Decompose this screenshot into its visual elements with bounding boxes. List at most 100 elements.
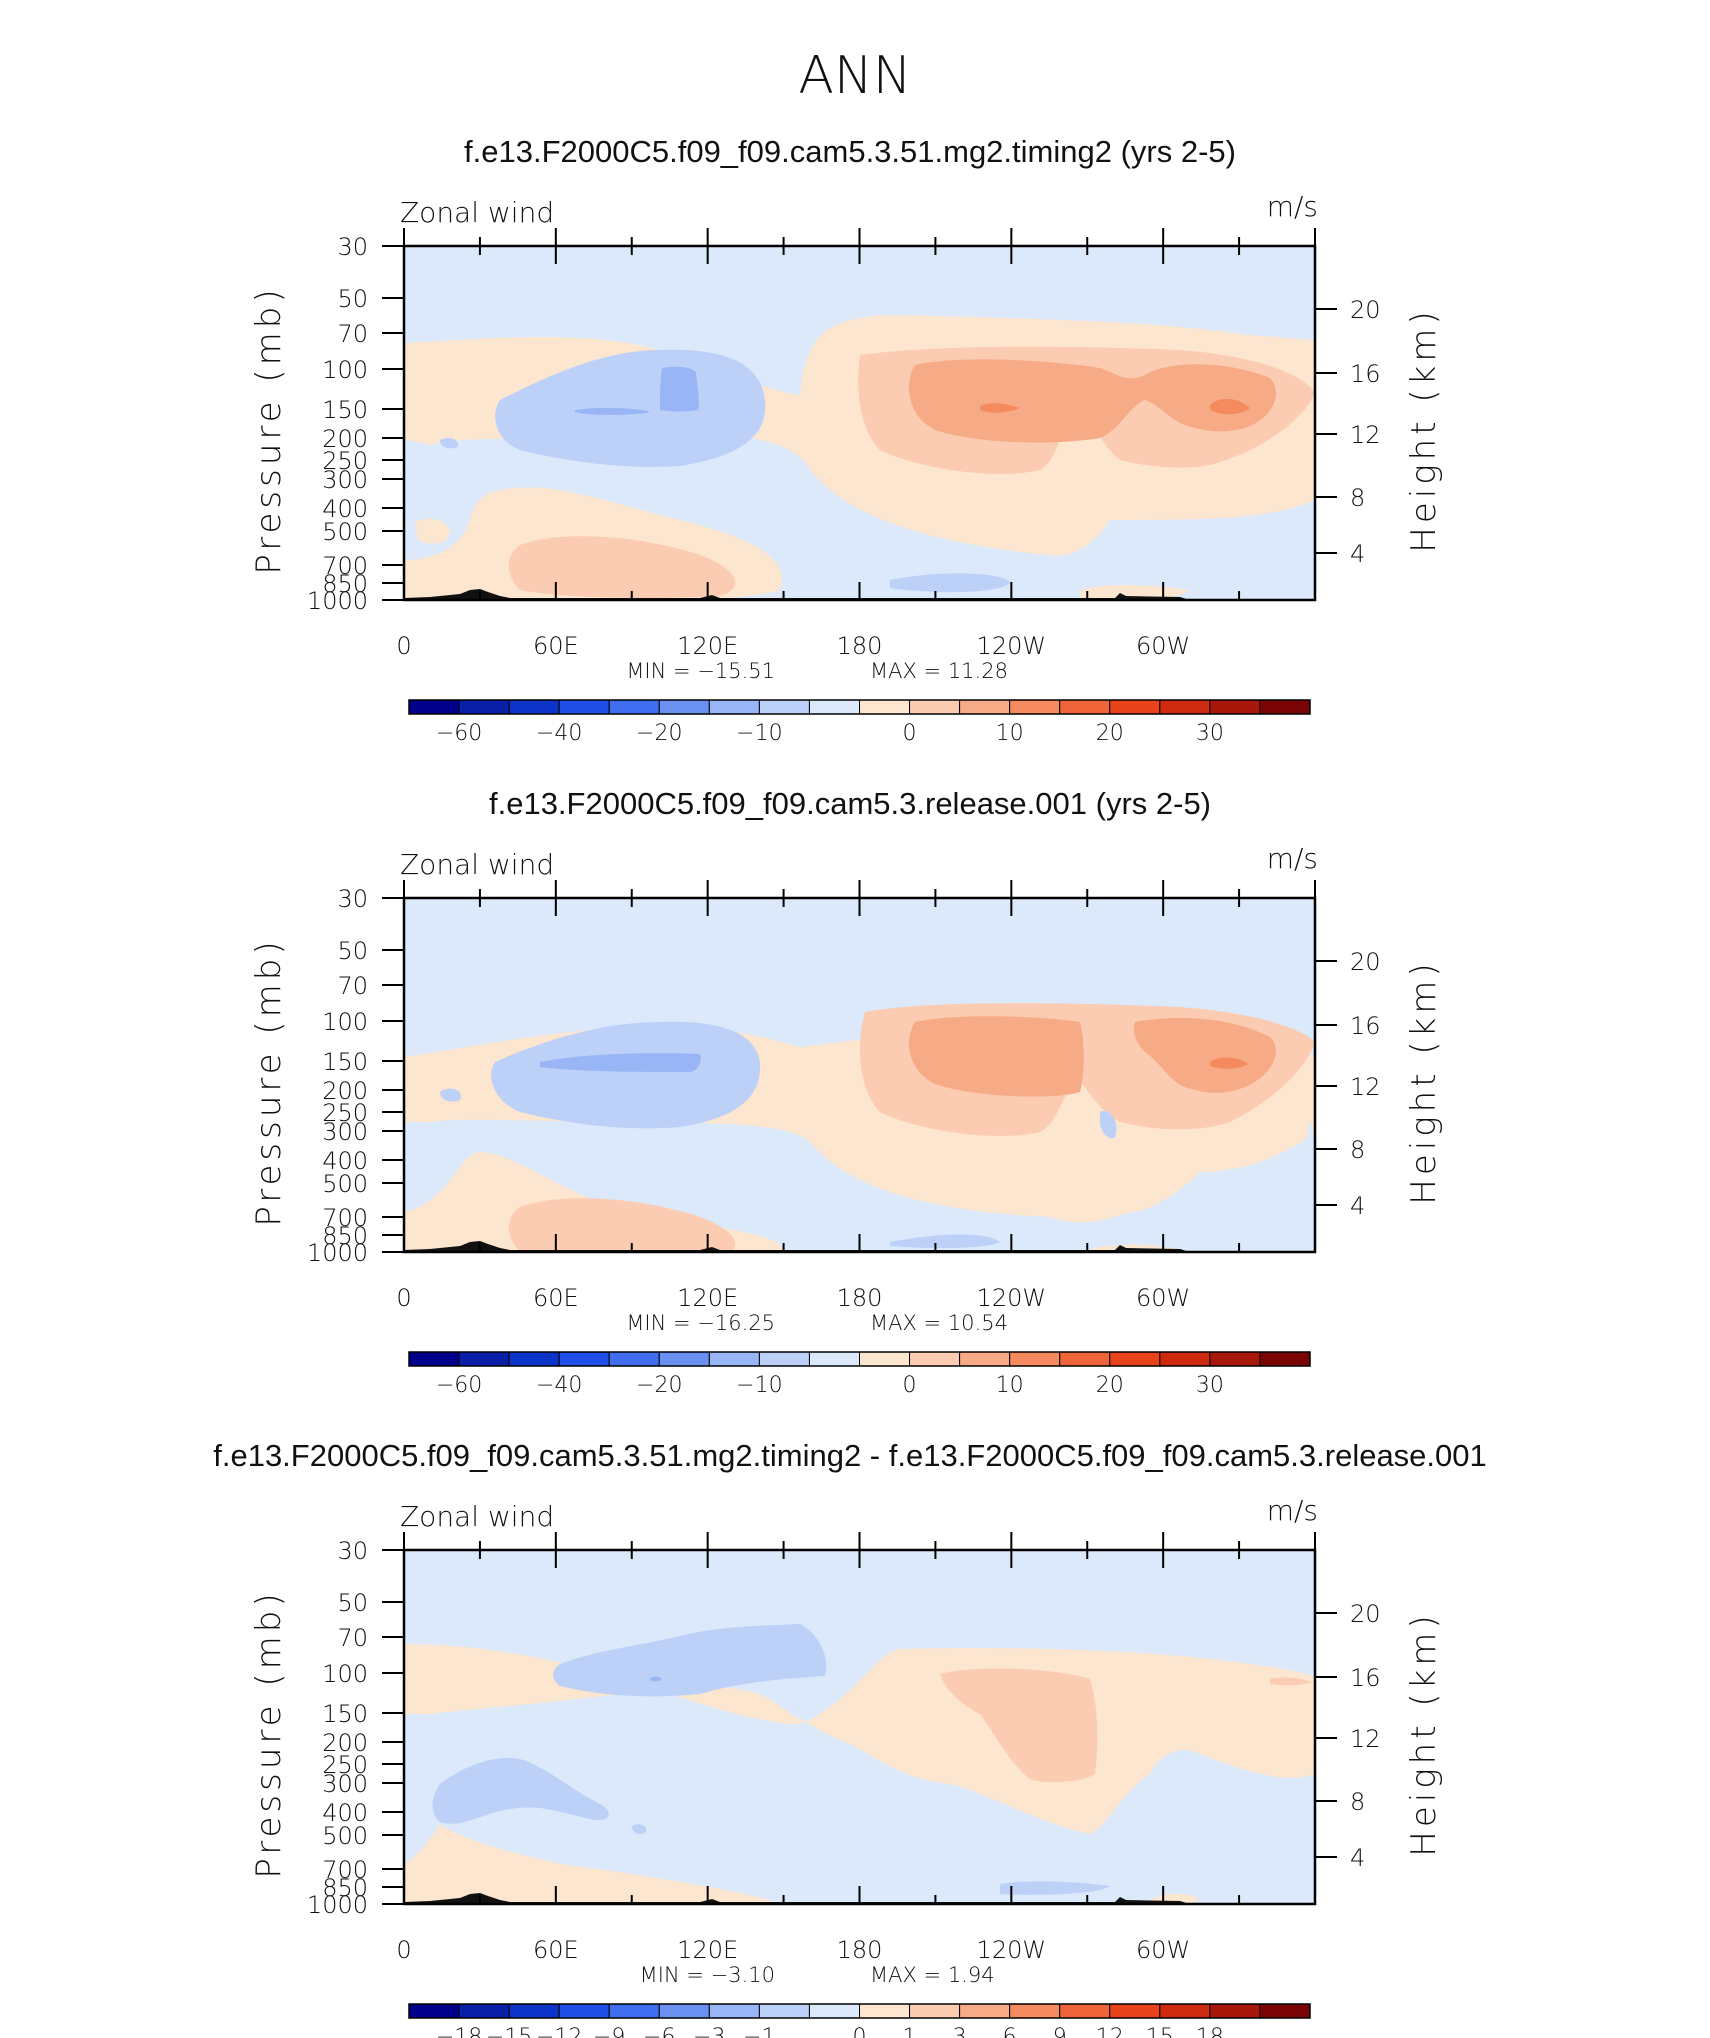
- y-tick-label: 100: [322, 356, 368, 384]
- colorbar-label: −15: [486, 2025, 532, 2038]
- colorbar-swatch: [1259, 699, 1311, 715]
- y-tick-label: 70: [337, 972, 368, 1000]
- colorbar-label: 30: [1196, 721, 1224, 746]
- panel-title: f.e13.F2000C5.f09_f09.cam5.3.51.mg2.timi…: [464, 134, 1236, 169]
- colorbar-swatch: [1109, 699, 1161, 715]
- x-tick-label: 180: [837, 1284, 883, 1312]
- colorbar-swatch: [758, 699, 810, 715]
- colorbar-swatch: [808, 1351, 861, 1367]
- height-tick-label: 8: [1350, 1788, 1365, 1816]
- colorbar-swatch: [708, 1351, 760, 1367]
- height-tick-label: 20: [1350, 948, 1381, 976]
- height-tick-label: 12: [1350, 1725, 1381, 1753]
- y-tick-label: 500: [322, 518, 368, 546]
- x-tick-label: 180: [837, 1936, 883, 1964]
- y-tick-label: 400: [322, 1799, 368, 1827]
- contour-region: [440, 1088, 462, 1102]
- y-tick-label: 250: [322, 1751, 368, 1779]
- contour-region: [909, 359, 1276, 443]
- y-tick-label: 50: [337, 937, 368, 965]
- y-axis-title-left: Pressure (mb): [249, 937, 289, 1226]
- y-tick-label: 30: [337, 1537, 368, 1565]
- contour-region: [415, 518, 450, 544]
- contour-region: [890, 1234, 1000, 1249]
- colorbar-swatch: [1159, 699, 1211, 715]
- contour-region: [980, 403, 1020, 413]
- x-tick-label: 120E: [677, 1284, 738, 1312]
- max-label: MAX = 10.54: [870, 1311, 1008, 1335]
- height-tick-label: 12: [1350, 1073, 1381, 1101]
- colorbar-swatch: [508, 1351, 560, 1367]
- panel-2: f.e13.F2000C5.f09_f09.cam5.3.release.001…: [249, 786, 1444, 1398]
- contour-region: [508, 1198, 736, 1252]
- contour-region: [540, 1053, 701, 1072]
- y-tick-label: 250: [322, 1099, 368, 1127]
- colorbar-swatch: [1259, 2003, 1311, 2019]
- colorbar-swatch: [1159, 1351, 1211, 1367]
- contour-region: [660, 366, 699, 412]
- contour-region: [575, 407, 650, 415]
- panel-title: f.e13.F2000C5.f09_f09.cam5.3.release.001…: [489, 786, 1211, 821]
- x-tick-label: 120E: [677, 1936, 738, 1964]
- x-tick-label: 120E: [677, 632, 738, 660]
- colorbar-swatch: [408, 699, 460, 715]
- colorbar-label: −40: [536, 1373, 582, 1398]
- colorbar-swatch: [608, 1351, 660, 1367]
- y-tick-label: 1000: [307, 1891, 368, 1919]
- units-label: m/s: [1267, 1494, 1318, 1527]
- contour-region: [1000, 1881, 1110, 1895]
- y-tick-label: 100: [322, 1008, 368, 1036]
- y-tick-label: 300: [322, 466, 368, 494]
- contour-region: [1306, 1122, 1314, 1192]
- colorbar-swatch: [859, 699, 911, 715]
- colorbar-swatch: [1009, 2003, 1061, 2019]
- colorbar-swatch: [658, 699, 710, 715]
- colorbar-label: 20: [1096, 1373, 1124, 1398]
- y-tick-label: 200: [322, 1729, 368, 1757]
- colorbar-swatch: [1109, 2003, 1161, 2019]
- colorbar-frame: [408, 1351, 1311, 1367]
- x-tick-label: 60E: [533, 1284, 579, 1312]
- x-tick-label: 60E: [533, 632, 579, 660]
- colorbar-label: −10: [736, 1373, 782, 1398]
- field-label: Zonal wind: [400, 196, 554, 229]
- y-tick-label: 200: [322, 1077, 368, 1105]
- contour-region: [1210, 1057, 1248, 1069]
- y-tick-label: 700: [322, 1856, 368, 1884]
- colorbar-label: −9: [593, 2025, 625, 2038]
- colorbar-label: 6: [1003, 2025, 1017, 2038]
- colorbar-swatch: [1259, 1351, 1311, 1367]
- colorbar-label: −12: [536, 2025, 582, 2038]
- colorbar-label: −10: [736, 721, 782, 746]
- field-label: Zonal wind: [400, 848, 554, 881]
- colorbar-label: 0: [853, 2025, 867, 2038]
- colorbar-swatch: [458, 1351, 510, 1367]
- x-tick-label: 60E: [533, 1936, 579, 1964]
- colorbar-label: −20: [636, 1373, 682, 1398]
- colorbar-swatch: [1059, 699, 1111, 715]
- colorbar-swatch: [1209, 1351, 1261, 1367]
- y-tick-label: 850: [322, 570, 368, 598]
- height-tick-label: 4: [1350, 1844, 1365, 1872]
- contour-field: [404, 898, 1315, 1252]
- contour-region: [404, 1824, 780, 1904]
- colorbar-label: 10: [996, 721, 1024, 746]
- y-tick-label: 300: [322, 1118, 368, 1146]
- colorbar-swatch: [1209, 699, 1261, 715]
- colorbar-label: 9: [1053, 2025, 1067, 2038]
- height-tick-label: 12: [1350, 421, 1381, 449]
- y-tick-label: 850: [322, 1222, 368, 1250]
- contour-region: [432, 1758, 609, 1824]
- colorbar-swatch: [558, 1351, 610, 1367]
- colorbar-swatch: [859, 1351, 911, 1367]
- colorbar-label: −3: [693, 2025, 725, 2038]
- colorbar-label: 30: [1196, 1373, 1224, 1398]
- height-tick-label: 20: [1350, 296, 1381, 324]
- contour-region: [1100, 1111, 1117, 1139]
- colorbar-swatch: [758, 1351, 810, 1367]
- colorbar-swatch: [959, 699, 1011, 715]
- contour-region: [495, 349, 766, 467]
- units-label: m/s: [1267, 190, 1318, 223]
- colorbar-label: 20: [1096, 721, 1124, 746]
